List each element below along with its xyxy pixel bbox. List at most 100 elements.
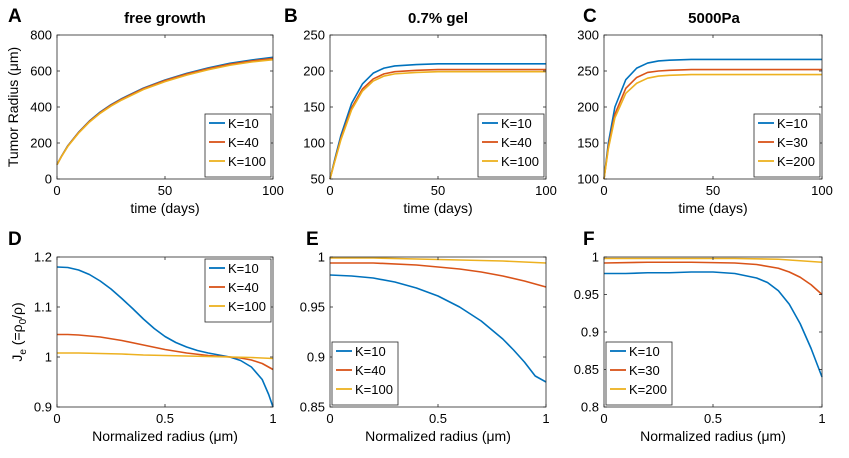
ytick-label: 200 — [30, 136, 52, 151]
ytick-label: 300 — [577, 28, 599, 43]
legend-label: K=10 — [777, 116, 808, 131]
chart-f: 0 0.5 1 0.8 0.85 0.9 0.95 1 Normalized radius (μ… — [574, 250, 826, 445]
series-line-d-k40 — [57, 333, 274, 371]
legend-box — [204, 113, 272, 178]
legend-label: K=100 — [228, 299, 266, 314]
xtick-label: 50 — [431, 183, 445, 198]
ytick-label: 50 — [311, 172, 325, 187]
ytick-label: 0.8 — [581, 400, 599, 415]
panel-letter-f: F — [583, 229, 595, 250]
panel-d: D Je (=ρ0/ρ) — [8, 229, 29, 362]
chart-c: 0 50 100 100 150 200 250 300 time (days) K=10 K=30… — [577, 28, 833, 217]
legend-label: K=10 — [228, 116, 259, 131]
legend-label: K=30 — [629, 363, 660, 378]
chart-e: 0 0.5 1 0.85 0.9 0.95 1 Normalized radius (μm) K… — [300, 250, 550, 445]
series-line-c-k200 — [603, 73, 822, 180]
xtick-label: 50 — [706, 183, 720, 198]
legend-b: K=10 K=40 K=100 — [477, 113, 545, 178]
ytick-label: 0.85 — [574, 362, 599, 377]
legend-label: K=100 — [501, 154, 539, 169]
ytick-label: 0.9 — [581, 325, 599, 340]
legend-box — [477, 113, 545, 178]
series-line-c-k30 — [603, 68, 822, 180]
xlabel-a: time (days) — [130, 200, 199, 216]
panel-letter-b: B — [284, 6, 298, 27]
ytick-label: 0.95 — [300, 300, 325, 315]
ytick-label: 150 — [577, 136, 599, 151]
ytick-label: 100 — [577, 172, 599, 187]
series-line-b-k10 — [329, 62, 546, 180]
xlabel-f: Normalized radius (μm) — [640, 428, 786, 444]
legend-e: K=10 K=40 K=100 — [331, 341, 399, 406]
legend-label: K=100 — [228, 154, 266, 169]
ytick-label: 200 — [577, 100, 599, 115]
xtick-label: 0 — [600, 411, 607, 426]
ytick-label: 1 — [592, 250, 599, 265]
xlabel-d: Normalized radius (μm) — [92, 428, 238, 444]
legend-label: K=10 — [501, 116, 532, 131]
legend-label: K=200 — [777, 154, 815, 169]
ytick-label: 0.9 — [34, 400, 52, 415]
xtick-label: 0.5 — [156, 411, 174, 426]
xtick-label: 0 — [53, 183, 60, 198]
legend-d: K=10 K=40 K=100 — [204, 258, 272, 323]
xtick-label: 1 — [818, 411, 825, 426]
legend-label: K=10 — [629, 344, 660, 359]
xtick-label: 50 — [158, 183, 172, 198]
series-line-d-k10 — [56, 266, 274, 408]
legend-box — [331, 341, 399, 406]
legend-box — [204, 258, 272, 323]
xtick-label: 0 — [326, 411, 333, 426]
series-line-f-k200 — [604, 257, 823, 264]
legend-label: K=30 — [777, 135, 808, 150]
ytick-label: 200 — [303, 64, 325, 79]
panel-a-ylabel: Tumor Radius (μm) — [5, 47, 21, 167]
legend-label: K=40 — [501, 135, 532, 150]
xtick-label: 1 — [269, 411, 276, 426]
legend-label: K=200 — [629, 382, 667, 397]
panel-letter-c: C — [583, 6, 597, 27]
panel-letter-a: A — [8, 6, 22, 27]
ytick-label: 1 — [318, 250, 325, 265]
ytick-label: 1 — [45, 350, 52, 365]
xtick-label: 100 — [535, 183, 557, 198]
series-line-d-k100 — [57, 352, 274, 360]
panel-a-title: free growth — [124, 10, 206, 27]
panel-letter-d: D — [8, 229, 22, 250]
legend-f: K=10 K=30 K=200 — [605, 341, 673, 406]
legend-label: K=40 — [355, 363, 386, 378]
ytick-label: 800 — [30, 28, 52, 43]
xlabel-b: time (days) — [403, 200, 472, 216]
ytick-label: 0.95 — [574, 287, 599, 302]
series-line-a-k100 — [56, 58, 274, 165]
ytick-label: 100 — [303, 136, 325, 151]
xtick-label: 0 — [600, 183, 607, 198]
ytick-label: 250 — [577, 64, 599, 79]
xlabel-e: Normalized radius (μm) — [365, 428, 511, 444]
panel-a: A free growth Tumor Radius (μm) — [5, 6, 206, 167]
ytick-label: 1.2 — [34, 250, 52, 265]
xtick-label: 1 — [542, 411, 549, 426]
legend-label: K=40 — [228, 135, 259, 150]
ytick-label: 150 — [303, 100, 325, 115]
legend-box — [605, 341, 673, 406]
legend-label: K=40 — [228, 280, 259, 295]
xtick-label: 0 — [53, 411, 60, 426]
ytick-label: 600 — [30, 64, 52, 79]
series-line-f-k30 — [603, 261, 823, 296]
panel-e: E — [306, 229, 319, 250]
xtick-label: 0.5 — [429, 411, 447, 426]
xtick-label: 0.5 — [704, 411, 722, 426]
ytick-label: 400 — [30, 100, 52, 115]
panel-letter-e: E — [306, 229, 319, 250]
ytick-label: 0 — [45, 172, 52, 187]
ytick-label: 0.85 — [300, 400, 325, 415]
panel-c: C 5000Pa — [583, 6, 741, 27]
ytick-label: 250 — [303, 28, 325, 43]
legend-label: K=10 — [228, 261, 259, 276]
ytick-label: 1.1 — [34, 300, 52, 315]
chart-d: 0 0.5 1 0.9 1 1.1 1.2 Normalized radius (μm) K=1… — [34, 250, 277, 445]
